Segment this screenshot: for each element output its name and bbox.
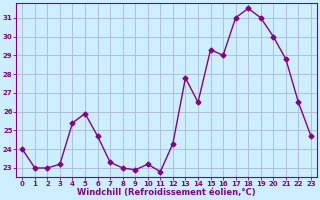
X-axis label: Windchill (Refroidissement éolien,°C): Windchill (Refroidissement éolien,°C) xyxy=(77,188,256,197)
